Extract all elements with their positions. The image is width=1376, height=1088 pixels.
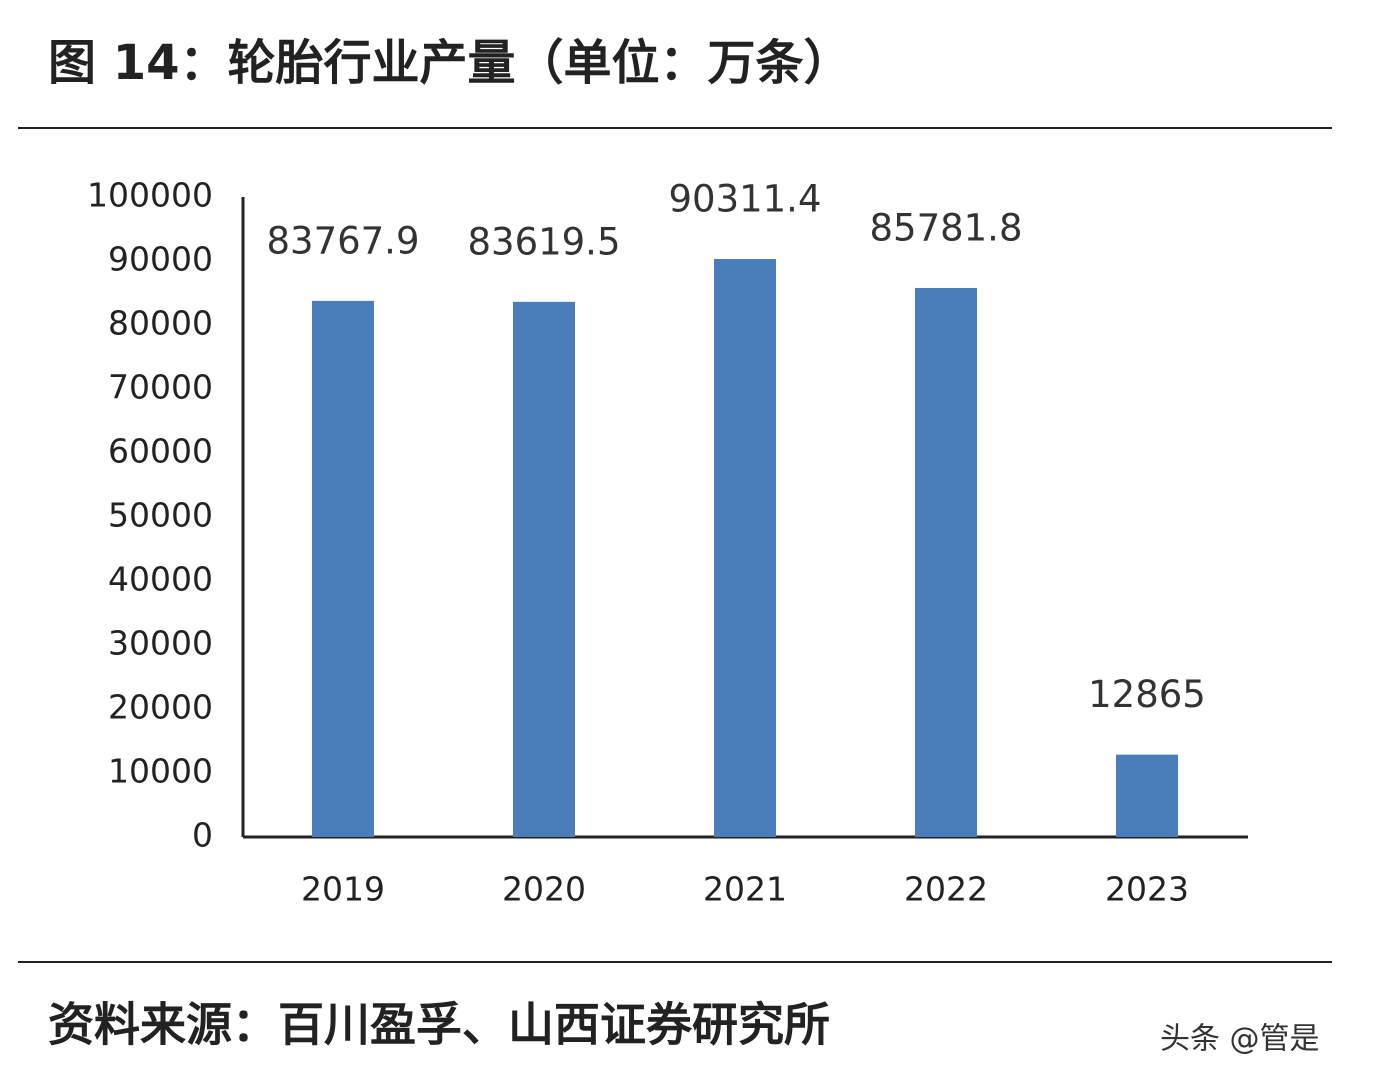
value-label: 83767.9 <box>266 219 419 262</box>
bar <box>513 301 575 837</box>
y-tick-label: 0 <box>192 816 213 855</box>
x-tick-label: 2019 <box>301 870 385 909</box>
y-tick-label: 60000 <box>108 432 213 471</box>
y-tick-label: 40000 <box>108 560 213 599</box>
watermark: 头条 @管是 <box>1160 1022 1320 1057</box>
y-tick-label: 70000 <box>108 368 213 407</box>
y-tick-label: 80000 <box>108 304 213 343</box>
x-tick-label: 2023 <box>1105 870 1189 909</box>
y-tick-label: 30000 <box>108 624 213 663</box>
x-tick-label: 2021 <box>703 870 787 909</box>
value-label: 83619.5 <box>467 220 620 263</box>
value-label: 90311.4 <box>668 178 821 221</box>
bar <box>312 300 374 837</box>
bar <box>915 287 977 838</box>
x-tick-label: 2022 <box>904 870 988 909</box>
chart-title: 图 14：轮胎行业产量（单位：万条） <box>48 35 852 91</box>
y-tick-label: 20000 <box>108 688 213 727</box>
x-tick-label: 2020 <box>502 870 586 909</box>
source: 资料来源：百川盈孚、山西证券研究所 <box>48 998 830 1052</box>
value-label: 85781.8 <box>869 206 1022 249</box>
bar <box>714 259 776 837</box>
value-label: 12865 <box>1088 673 1206 716</box>
y-tick-label: 50000 <box>108 496 213 535</box>
bar <box>1116 754 1178 837</box>
y-tick-label: 100000 <box>87 176 213 215</box>
y-tick-label: 10000 <box>108 752 213 791</box>
y-tick-label: 90000 <box>108 240 213 279</box>
